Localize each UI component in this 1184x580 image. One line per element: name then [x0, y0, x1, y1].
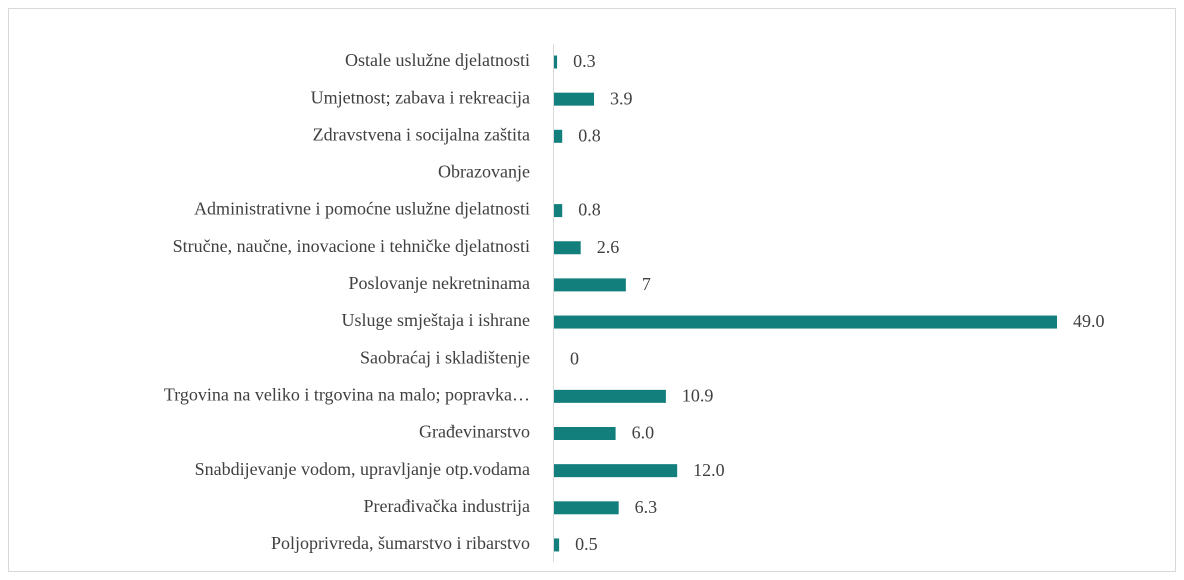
- value-label: 6.0: [632, 423, 655, 443]
- bar: [554, 427, 616, 440]
- category-label: Trgovina na veliko i trgovina na malo; p…: [164, 384, 530, 404]
- category-label: Snabdijevanje vodom, upravljanje otp.vod…: [195, 459, 530, 479]
- category-label: Građevinarstvo: [419, 422, 530, 442]
- category-label: Usluge smještaja i ishrane: [342, 310, 530, 330]
- category-label: Poslovanje nekretninama: [349, 273, 530, 293]
- bar: [554, 315, 1057, 329]
- value-label: 6.3: [635, 497, 658, 517]
- bar: [554, 241, 581, 255]
- category-label: Stručne, naučne, inovacione i tehničke d…: [173, 236, 530, 256]
- bar: [554, 464, 678, 478]
- bar: [554, 538, 560, 552]
- value-label: 12.0: [693, 460, 725, 480]
- value-label: 0.5: [575, 534, 598, 554]
- value-label: 0.8: [578, 125, 601, 145]
- category-label: Ostale uslužne djelatnosti: [345, 50, 530, 70]
- value-label: 2.6: [597, 237, 620, 257]
- category-label: Saobraćaj i skladištenje: [360, 347, 530, 367]
- bar: [554, 278, 626, 292]
- value-label: 7: [642, 274, 651, 294]
- category-label: Administrativne i pomoćne uslužne djelat…: [194, 199, 530, 219]
- value-label: 10.9: [682, 385, 714, 405]
- category-label: Umjetnost; zabava i rekreacija: [311, 87, 530, 107]
- bar: [554, 129, 563, 143]
- bar: [554, 389, 666, 403]
- bar: [554, 55, 558, 69]
- category-label: Poljoprivreda, šumarstvo i ribarstvo: [271, 533, 530, 553]
- value-label: 3.9: [610, 88, 633, 108]
- value-label: 49.0: [1073, 311, 1105, 331]
- value-label: 0: [570, 348, 579, 368]
- bar: [554, 92, 595, 106]
- bar: [554, 501, 619, 515]
- value-label: 0.8: [578, 200, 601, 220]
- category-label: Prerađivačka industrija: [364, 496, 530, 516]
- category-label: Obrazovanje: [438, 162, 530, 182]
- value-label: 0.3: [573, 51, 596, 71]
- category-label: Zdravstvena i socijalna zaštita: [313, 124, 530, 144]
- bar: [554, 204, 563, 218]
